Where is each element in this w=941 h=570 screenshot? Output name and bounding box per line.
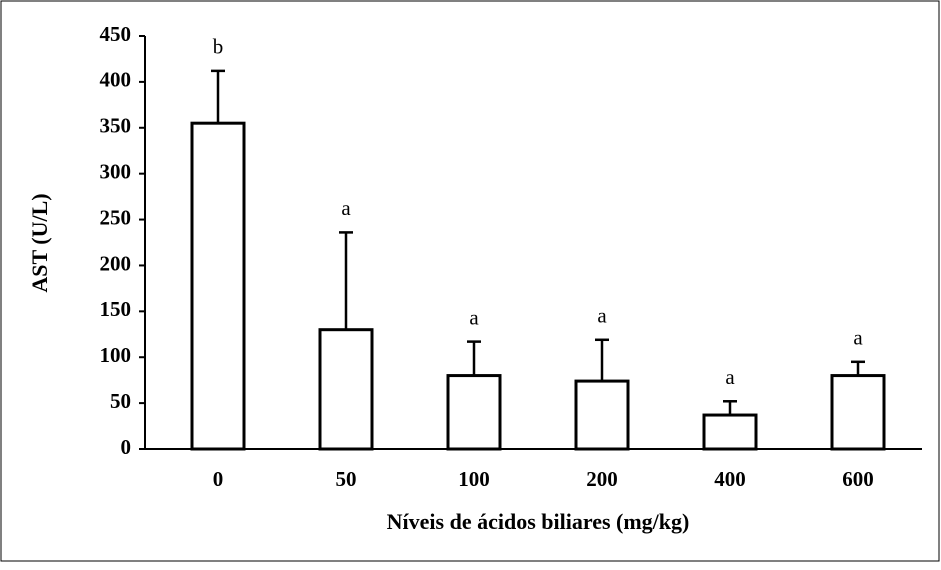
annotation: a (853, 326, 863, 350)
annotation: a (725, 365, 735, 389)
bar (830, 374, 886, 451)
y-tick-label: 150 (100, 297, 132, 321)
x-tick-label: 200 (586, 467, 618, 491)
bar (574, 379, 630, 451)
y-tick-label: 0 (121, 435, 132, 459)
x-tick-label: 50 (336, 467, 357, 491)
y-axis-title: AST (U/L) (27, 193, 52, 292)
annotation: a (469, 305, 479, 329)
y-tick-label: 200 (100, 251, 132, 275)
annotation: a (341, 196, 351, 220)
bar (190, 121, 246, 451)
annotation: a (597, 304, 607, 328)
y-tick-label: 350 (100, 114, 132, 138)
y-tick-label: 50 (110, 389, 131, 413)
y-tick-label: 250 (100, 205, 132, 229)
annotation: b (213, 35, 224, 59)
bar (318, 328, 374, 451)
x-tick-label: 0 (213, 467, 224, 491)
x-tick-label: 400 (714, 467, 746, 491)
x-tick-label: 600 (842, 467, 874, 491)
y-tick-label: 450 (100, 22, 132, 46)
x-axis-title: Níveis de ácidos biliares (mg/kg) (387, 509, 690, 534)
y-tick-label: 100 (100, 343, 132, 367)
bar (702, 413, 758, 451)
x-tick-label: 100 (458, 467, 490, 491)
y-tick-label: 400 (100, 68, 132, 92)
y-tick-label: 300 (100, 159, 132, 183)
bar (446, 374, 502, 451)
